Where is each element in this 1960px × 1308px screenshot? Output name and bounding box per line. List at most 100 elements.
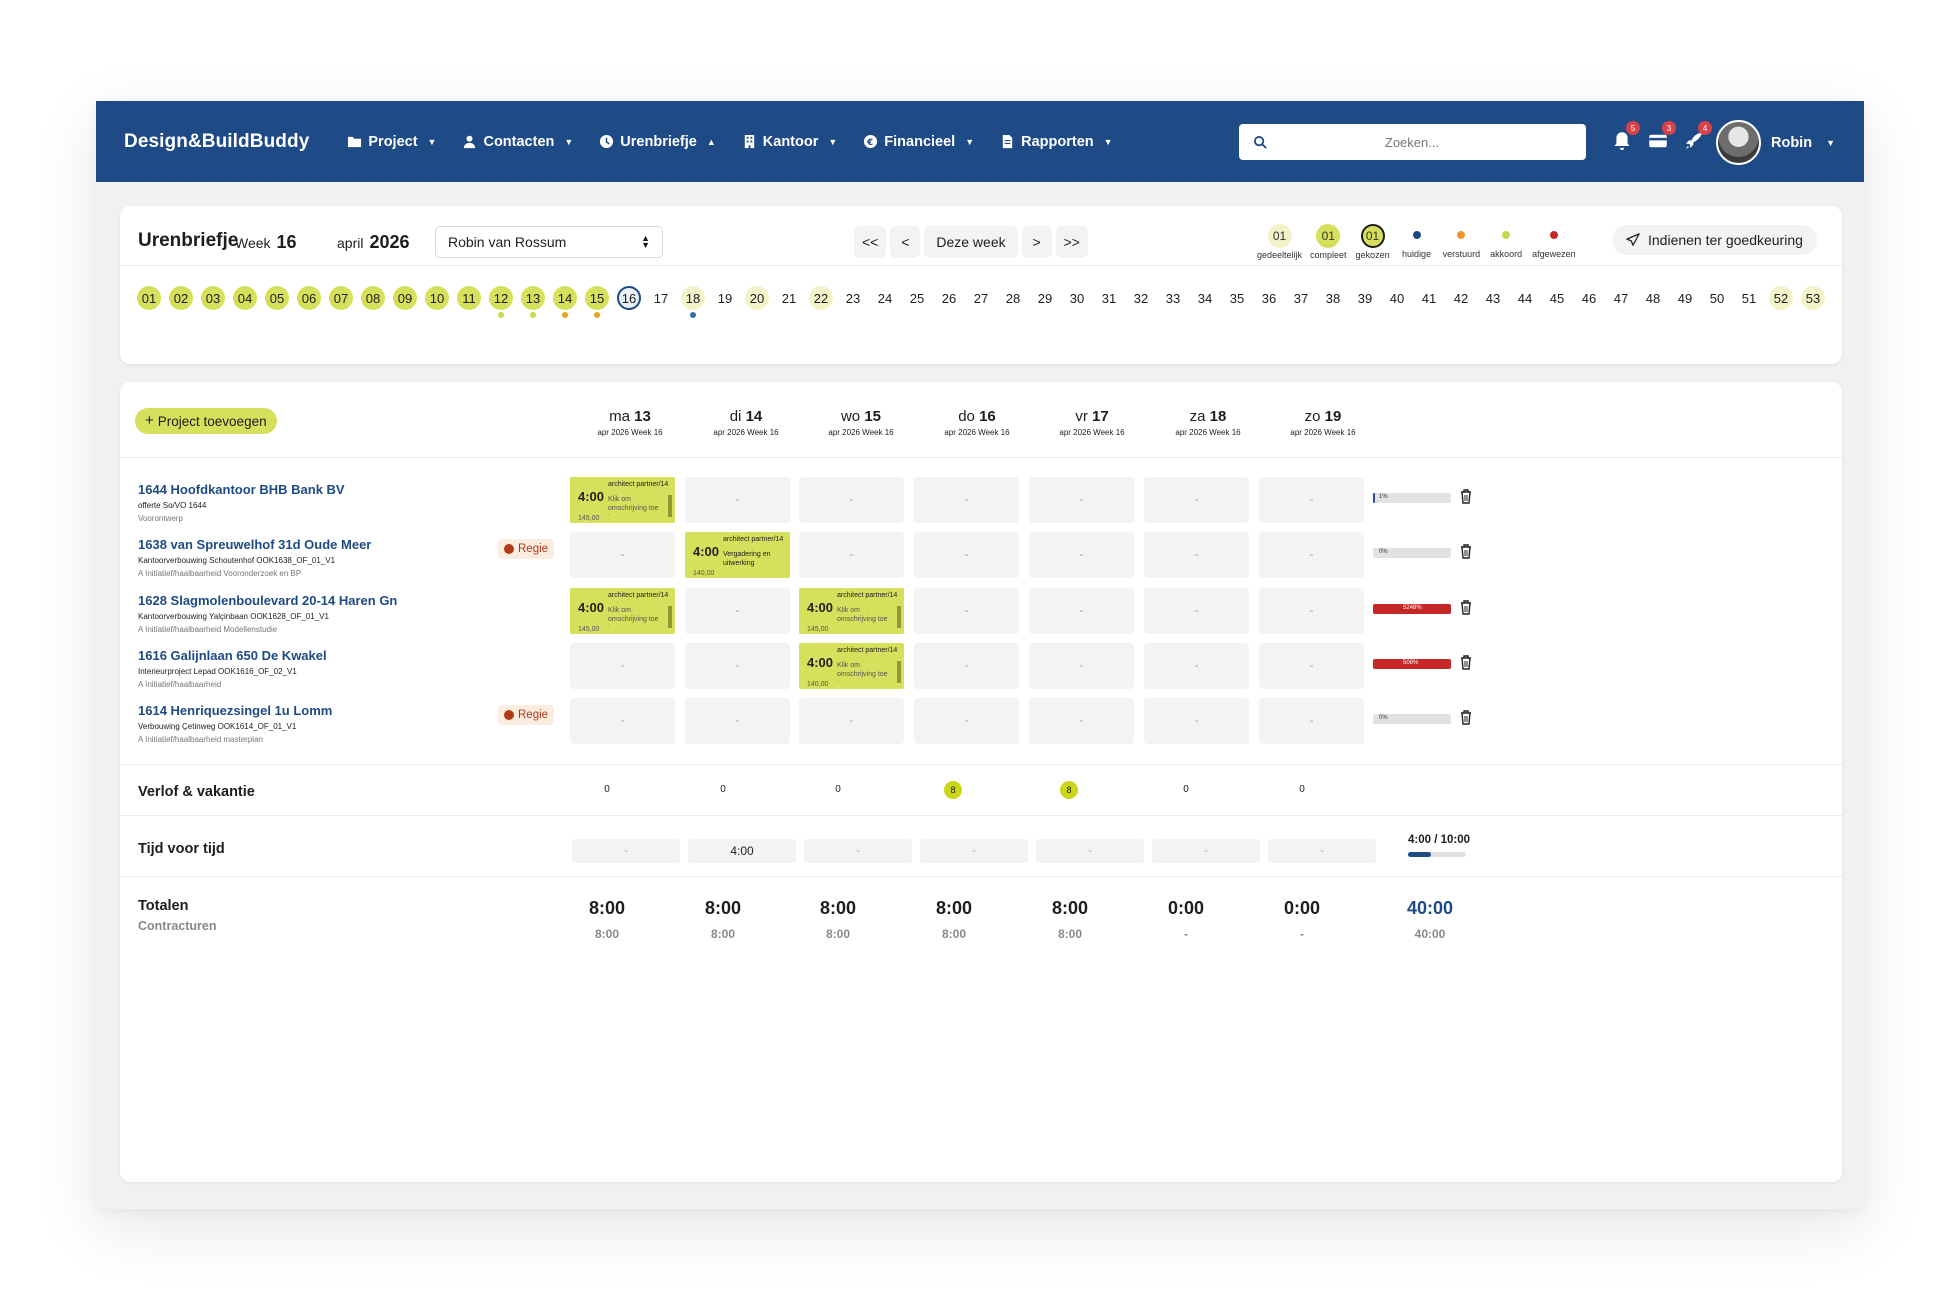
- time-cell[interactable]: -: [1029, 477, 1134, 523]
- tvt-cell[interactable]: 4:00: [688, 839, 796, 863]
- entry-handle[interactable]: [897, 660, 901, 683]
- week-26[interactable]: 26: [941, 290, 957, 306]
- last-week-button[interactable]: >>: [1055, 226, 1088, 258]
- menu-kantoor[interactable]: Kantoor ▼: [742, 134, 837, 150]
- week-03[interactable]: 03: [201, 286, 225, 310]
- time-cell[interactable]: -: [685, 642, 790, 689]
- week-08[interactable]: 08: [361, 286, 385, 310]
- submit-approval-button[interactable]: Indienen ter goedkeuring: [1612, 225, 1817, 255]
- week-04[interactable]: 04: [233, 286, 257, 310]
- week-39[interactable]: 39: [1357, 290, 1373, 306]
- time-cell[interactable]: -: [1029, 532, 1134, 579]
- verlof-value[interactable]: 0: [720, 784, 726, 795]
- week-48[interactable]: 48: [1645, 290, 1661, 306]
- time-cell[interactable]: -: [1144, 477, 1249, 523]
- verlof-value[interactable]: 0: [835, 784, 841, 795]
- week-40[interactable]: 40: [1389, 290, 1405, 306]
- trash-icon[interactable]: [1458, 488, 1474, 504]
- week-22[interactable]: 22: [809, 286, 833, 310]
- entry-handle[interactable]: [668, 605, 672, 628]
- time-cell[interactable]: -: [1029, 587, 1134, 634]
- time-cell[interactable]: -: [914, 642, 1019, 689]
- search-box[interactable]: [1239, 124, 1586, 160]
- time-cell[interactable]: -: [570, 642, 675, 689]
- week-21[interactable]: 21: [781, 290, 797, 306]
- week-49[interactable]: 49: [1677, 290, 1693, 306]
- project-name[interactable]: 1644 Hoofdkantoor BHB Bank BV: [138, 482, 345, 497]
- time-entry[interactable]: 4:00 architect partner/14 Klik om omschrij…: [799, 642, 904, 689]
- time-cell[interactable]: -: [914, 532, 1019, 579]
- week-41[interactable]: 41: [1421, 290, 1437, 306]
- time-cell[interactable]: -: [799, 698, 904, 745]
- time-cell[interactable]: -: [914, 587, 1019, 634]
- time-entry[interactable]: 4:00 architect partner/14 Klik om omschrij…: [570, 477, 675, 523]
- project-name[interactable]: 1638 van Spreuwelhof 31d Oude Meer: [138, 537, 372, 553]
- this-week-button[interactable]: Deze week: [924, 226, 1018, 258]
- week-31[interactable]: 31: [1101, 290, 1117, 306]
- week-51[interactable]: 51: [1741, 290, 1757, 306]
- time-cell[interactable]: -: [799, 532, 904, 579]
- week-47[interactable]: 47: [1613, 290, 1629, 306]
- time-cell[interactable]: -: [1259, 532, 1364, 579]
- user-menu[interactable]: Robin ▼: [1716, 120, 1835, 165]
- week-02[interactable]: 02: [169, 286, 193, 310]
- week-36[interactable]: 36: [1261, 290, 1277, 306]
- week-44[interactable]: 44: [1517, 290, 1533, 306]
- time-cell[interactable]: -: [1029, 642, 1134, 689]
- time-cell[interactable]: -: [799, 477, 904, 523]
- entry-description[interactable]: Klik om omschrijving toe te voegen: [608, 606, 659, 626]
- week-01[interactable]: 01: [137, 286, 161, 310]
- time-entry[interactable]: 4:00 architect partner/14 Klik om omschrij…: [799, 587, 904, 634]
- prev-week-button[interactable]: <: [890, 226, 921, 258]
- week-06[interactable]: 06: [297, 286, 321, 310]
- week-18[interactable]: 18: [681, 286, 705, 318]
- first-week-button[interactable]: <<: [854, 226, 887, 258]
- time-cell[interactable]: -: [914, 477, 1019, 523]
- week-24[interactable]: 24: [877, 290, 893, 306]
- week-23[interactable]: 23: [845, 290, 861, 306]
- menu-financieel[interactable]: € Financieel ▼: [863, 134, 974, 150]
- search-input[interactable]: [1268, 134, 1556, 150]
- employee-select[interactable]: Robin van Rossum ▲ ▼: [435, 226, 663, 258]
- entry-handle[interactable]: [897, 605, 901, 628]
- tvt-cell[interactable]: -: [920, 839, 1028, 863]
- time-cell[interactable]: -: [1259, 587, 1364, 634]
- week-27[interactable]: 27: [973, 290, 989, 306]
- entry-description[interactable]: Klik om omschrijving toe te voegen: [837, 606, 888, 626]
- week-29[interactable]: 29: [1037, 290, 1053, 306]
- week-25[interactable]: 25: [909, 290, 925, 306]
- week-30[interactable]: 30: [1069, 290, 1085, 306]
- time-entry[interactable]: 4:00 architect partner/14 Klik om omschrij…: [570, 587, 675, 634]
- time-cell[interactable]: -: [1144, 698, 1249, 745]
- week-11[interactable]: 11: [457, 286, 481, 310]
- week-05[interactable]: 05: [265, 286, 289, 310]
- week-32[interactable]: 32: [1133, 290, 1149, 306]
- tvt-cell[interactable]: -: [1268, 839, 1376, 863]
- time-cell[interactable]: -: [1144, 532, 1249, 579]
- week-20[interactable]: 20: [745, 286, 769, 310]
- week-33[interactable]: 33: [1165, 290, 1181, 306]
- week-34[interactable]: 34: [1197, 290, 1213, 306]
- week-43[interactable]: 43: [1485, 290, 1501, 306]
- week-35[interactable]: 35: [1229, 290, 1245, 306]
- verlof-value[interactable]: 0: [604, 784, 610, 795]
- rocket-button[interactable]: 4: [1682, 121, 1712, 155]
- time-cell[interactable]: -: [1029, 698, 1134, 745]
- project-name[interactable]: 1628 Slagmolenboulevard 20-14 Haren Gn: [138, 592, 398, 608]
- project-name[interactable]: 1616 Galijnlaan 650 De Kwakel: [138, 647, 327, 663]
- next-week-button[interactable]: >: [1021, 226, 1052, 258]
- time-entry[interactable]: 4:00 architect partner/14 Vergadering en u…: [685, 532, 790, 579]
- week-52[interactable]: 52: [1769, 286, 1793, 310]
- brand-logo[interactable]: Design&BuildBuddy: [124, 130, 310, 152]
- menu-project[interactable]: Project ▼: [347, 134, 436, 150]
- time-cell[interactable]: -: [1259, 477, 1364, 523]
- week-14[interactable]: 14: [553, 286, 577, 318]
- verlof-value[interactable]: 0: [1183, 784, 1189, 795]
- tvt-cell[interactable]: -: [804, 839, 912, 863]
- menu-urenbriefje[interactable]: Urenbriefje ▲: [599, 134, 716, 150]
- week-37[interactable]: 37: [1293, 290, 1309, 306]
- time-cell[interactable]: -: [685, 477, 790, 523]
- time-cell[interactable]: -: [685, 698, 790, 745]
- week-13[interactable]: 13: [521, 286, 545, 318]
- week-09[interactable]: 09: [393, 286, 417, 310]
